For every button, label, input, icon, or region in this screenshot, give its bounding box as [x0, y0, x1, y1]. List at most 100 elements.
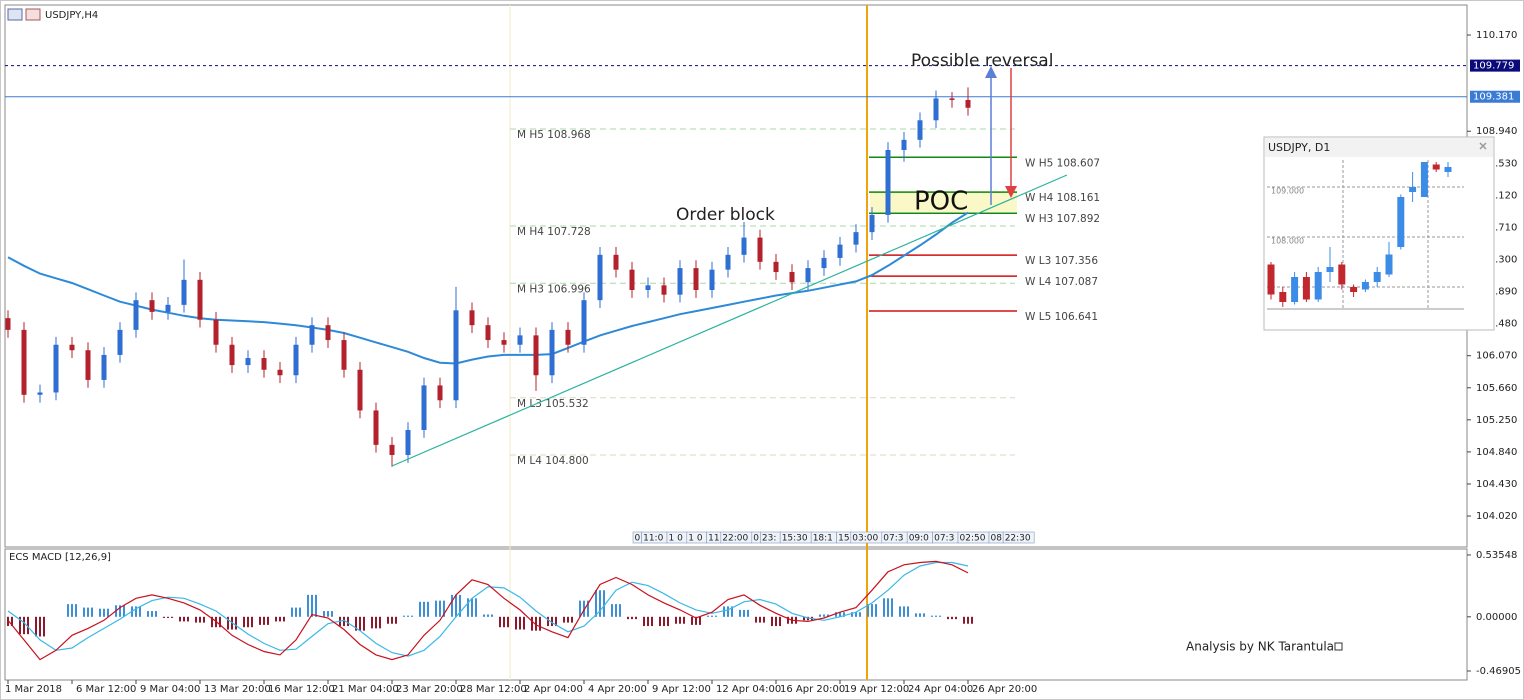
time-marker: 22:00 [722, 534, 748, 544]
time-marker: 22:30 [1005, 534, 1031, 544]
candle-body [21, 329, 27, 395]
y-tick-label: 106.890 [1476, 287, 1517, 298]
candle-body [213, 319, 219, 345]
candle-body [5, 318, 11, 330]
time-marker: 1 0 [688, 534, 703, 544]
close-button[interactable] [1479, 142, 1487, 150]
candle-body [1444, 167, 1452, 172]
candle-body [101, 354, 107, 380]
inset-tick-label: 108.000 [1271, 237, 1304, 246]
candle-body [1350, 287, 1358, 292]
x-tick-label: 12 Apr 04:00 [716, 684, 781, 695]
candle-body [789, 272, 795, 283]
candle-body [837, 244, 843, 258]
candle-body [405, 429, 411, 456]
time-marker: 09:0 [909, 534, 929, 544]
candle-body [437, 385, 443, 401]
indicator-title: ECS MACD [12,26,9] [9, 552, 111, 563]
time-marker: 07:3 [883, 534, 903, 544]
candle-body [1432, 164, 1440, 170]
candle-body [501, 340, 507, 345]
axes: 110.170 108.940 108.530 108.120 107.710 107.3… [5, 30, 1521, 695]
candle-body [117, 329, 123, 355]
level-label: W H4 108.161 [1025, 192, 1100, 204]
level-label: W L5 106.641 [1025, 311, 1098, 323]
x-tick-label: 23 Mar 20:00 [396, 684, 463, 695]
footer-note: Analysis by NK Tarantula [1186, 640, 1334, 654]
candle-body [1326, 267, 1334, 272]
candle-body [37, 392, 43, 395]
candle-body [133, 300, 139, 330]
candle-body [261, 358, 267, 370]
y-tick-label: 0.00000 [1476, 612, 1517, 623]
main-panel [4, 4, 1468, 548]
time-marker-box [1002, 531, 1035, 544]
y-tick-label: 108.940 [1476, 126, 1517, 137]
candle-body [773, 261, 779, 273]
time-marker: 23: [762, 534, 776, 544]
candle-body [645, 285, 651, 290]
macd-plot [7, 560, 973, 661]
y-tick-label: 108.530 [1476, 158, 1517, 169]
x-tick-label: 2 Apr 04:00 [524, 684, 583, 695]
candle-body [933, 98, 939, 121]
signal-line [7, 561, 969, 657]
x-tick-label: 9 Apr 12:00 [652, 684, 711, 695]
candle-body [549, 329, 555, 376]
candle-body [581, 300, 587, 345]
candle-body [1397, 197, 1405, 247]
time-marker: 15 [838, 534, 849, 544]
candle-body [677, 268, 683, 295]
time-marker: 11 [708, 534, 719, 544]
annotation: Order block [676, 205, 775, 225]
chart-title: USDJPY,H4 [45, 10, 98, 21]
candle-body [165, 304, 171, 312]
level-label: W H5 108.607 [1025, 157, 1100, 169]
y-tick-label: 104.020 [1476, 511, 1517, 522]
candle-body [629, 269, 635, 290]
level-label: M L4 104.800 [517, 455, 589, 467]
chart-icon [25, 8, 41, 21]
candle-body [725, 254, 731, 270]
candle-body [533, 335, 539, 376]
candle-body [277, 369, 283, 376]
candle-body [309, 325, 315, 345]
candle-body [1361, 282, 1369, 290]
candle-body [1267, 264, 1275, 295]
time-marker: 1 0 [669, 534, 684, 544]
x-tick-label: 1 Mar 2018 [5, 684, 62, 695]
time-marker: 0 [635, 534, 641, 544]
y-tick-label: 108.120 [1476, 190, 1517, 201]
y-tick-label: -0.46905 [1476, 666, 1521, 677]
candle-body [821, 257, 827, 269]
x-tick-label: 13 Mar 20:00 [204, 684, 271, 695]
candle-body [293, 344, 299, 376]
level-label: M H4 107.728 [517, 226, 591, 238]
y-tick-label: 104.840 [1476, 447, 1517, 458]
candle-body [757, 237, 763, 262]
candle-body [965, 99, 971, 108]
y-tick-label: 0.53548 [1476, 550, 1517, 561]
time-marker: 18:1 [813, 534, 833, 544]
main-plot [5, 65, 1467, 467]
x-tick-label: 21 Mar 04:00 [332, 684, 399, 695]
time-marker: 0 [753, 534, 759, 544]
candle-body [181, 279, 187, 305]
footer-icon [1334, 642, 1343, 651]
candle-body [517, 335, 523, 345]
candle-body [341, 340, 347, 370]
time-marker: 02:50 [960, 534, 986, 544]
y-tick-label: 106.070 [1476, 351, 1517, 362]
level-label: M L3 105.532 [517, 398, 589, 410]
trendline [391, 174, 1068, 467]
price-label: 109.779 [1473, 61, 1514, 72]
x-tick-label: 9 Mar 04:00 [140, 684, 200, 695]
x-tick-label: 16 Mar 12:00 [268, 684, 335, 695]
time-marker: 07:3 [934, 534, 954, 544]
price-label-bg [1470, 59, 1520, 72]
candle-body [1385, 254, 1393, 275]
candle-body [373, 410, 379, 445]
inset-header [1265, 138, 1493, 157]
candle-body [1314, 272, 1322, 300]
